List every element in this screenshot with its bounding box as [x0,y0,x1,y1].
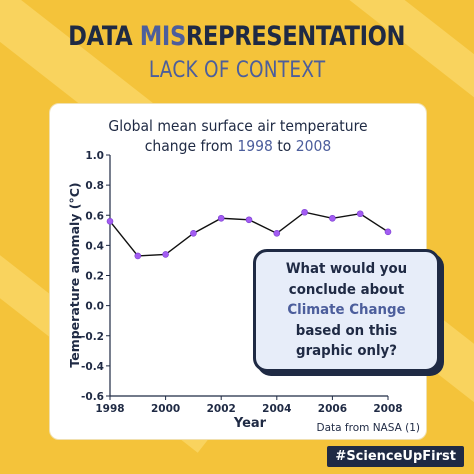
hashtag-badge: #ScienceUpFirst [327,446,464,467]
data-point [356,210,364,218]
page-title: DATA MISREPRESENTATION [0,22,474,52]
data-point [384,228,392,236]
chart-title-year-end: 2008 [295,137,332,156]
callout-part1: What would you conclude about [285,261,408,298]
y-tick-label: 1.0 [85,150,104,162]
title-highlight: MIS [140,21,187,52]
y-axis-ticks: 1.0 0.8 0.6 0.4 0.2 0.0 -0.2 -0.4 -0.6 [81,150,110,403]
data-point [190,230,197,237]
data-point [217,214,225,222]
x-tick-label: 2004 [262,403,291,415]
data-point [273,230,281,237]
chart-title-year-start: 1998 [237,137,273,156]
x-tick-label: 2000 [151,403,180,415]
header: DATA MISREPRESENTATION LACK OF CONTEXT [0,22,474,83]
x-tick-label: 1998 [95,403,124,415]
chart-title-line1: Global mean surface air temperature [108,117,368,135]
callout-part2: based on this graphic only? [295,322,398,360]
data-series [106,208,392,260]
x-axis-ticks: 1998 2000 2002 2004 2006 2008 [95,396,403,415]
data-point [301,208,308,216]
data-point [162,251,169,258]
y-tick-label: 0.0 [85,301,104,313]
data-point [134,252,142,260]
y-tick-label: -0.6 [81,391,104,403]
x-axis-label: Year [233,416,267,431]
page-subtitle: LACK OF CONTEXT [148,57,326,83]
x-tick-label: 2008 [373,403,402,415]
x-tick-label: 2002 [207,403,236,415]
y-tick-label: -0.4 [81,361,104,373]
y-tick-label: 0.6 [85,210,104,222]
data-point [329,214,336,222]
callout-emphasis: Climate Change [287,302,406,319]
data-point [106,217,114,225]
title-part1: DATA [68,21,141,52]
y-axis-label: Temperature anomaly (°C) [67,182,82,367]
source-note: Data from NASA (1) [316,422,420,434]
y-tick-label: 0.4 [85,240,104,252]
chart-title-prefix: change from [144,137,238,156]
y-tick-label: -0.2 [81,331,104,343]
title-part2: REPRESENTATION [186,21,406,52]
y-tick-label: 0.8 [85,180,104,192]
question-callout: What would you conclude about Climate Ch… [253,249,440,372]
x-tick-label: 2006 [318,403,347,415]
chart-title-mid: to [272,137,296,156]
data-point [245,216,253,224]
callout-text: What would you conclude about Climate Ch… [271,259,423,362]
y-tick-label: 0.2 [85,271,104,283]
chart-title: Global mean surface air temperature chan… [49,116,427,156]
